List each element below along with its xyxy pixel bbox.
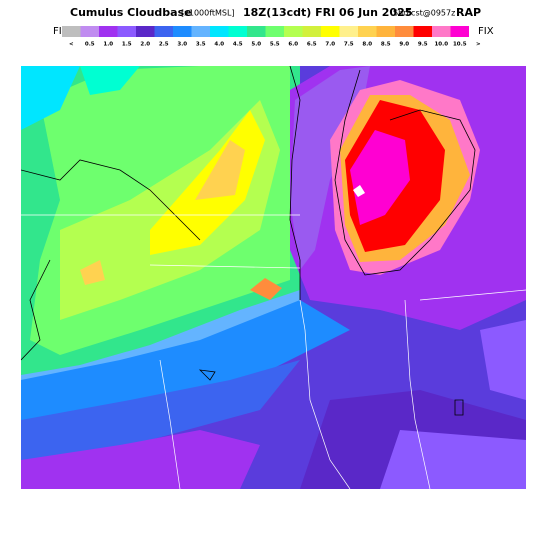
legend-swatch — [210, 26, 229, 37]
legend-label: 2.5 — [159, 42, 169, 48]
legend-label: 5.5 — [270, 42, 280, 48]
legend-label: 4.0 — [214, 42, 224, 48]
legend-label: 1.0 — [103, 42, 113, 48]
model: RAP — [456, 6, 481, 19]
legend-swatch — [228, 26, 247, 37]
legend-label: 9.5 — [418, 42, 428, 48]
map — [21, 66, 526, 489]
legend-swatch — [376, 26, 395, 37]
legend-label: < — [69, 42, 74, 48]
legend-swatch — [173, 26, 192, 37]
legend-swatch — [450, 26, 469, 37]
fix-left: FIX — [53, 26, 69, 37]
legend-label: 9.0 — [399, 42, 409, 48]
legend-swatch — [284, 26, 303, 37]
legend-label: > — [476, 42, 481, 48]
legend-label: 10.0 — [434, 42, 448, 48]
title: Cumulus Cloudbase — [70, 6, 192, 19]
legend-label: 1.5 — [122, 42, 132, 48]
legend-swatch — [358, 26, 377, 37]
legend-swatch — [339, 26, 358, 37]
legend-swatch — [191, 26, 210, 37]
legend-label: 7.0 — [325, 42, 335, 48]
legend-label: 7.5 — [344, 42, 354, 48]
legend-label: 0.5 — [85, 42, 95, 48]
legend-swatch — [395, 26, 414, 37]
units: [x1000ftMSL] — [181, 9, 235, 18]
fix-right: FIX — [478, 26, 494, 37]
valid-time: 18Z(13cdt) FRI 06 Jun 2025 — [243, 6, 412, 19]
legend-swatch — [302, 26, 321, 37]
legend-swatch — [80, 26, 99, 37]
legend-label: 5.0 — [251, 42, 261, 48]
legend-swatch — [432, 26, 451, 37]
legend-label: 2.0 — [140, 42, 150, 48]
legend-label: 8.5 — [381, 42, 391, 48]
legend-swatch — [247, 26, 266, 37]
legend-label: 8.0 — [362, 42, 372, 48]
legend-swatch — [413, 26, 432, 37]
legend-label: 6.5 — [307, 42, 317, 48]
legend-swatch — [99, 26, 118, 37]
source: ShrFcst@0957z — [393, 9, 455, 18]
legend-label: 3.0 — [177, 42, 187, 48]
color-legend: <0.5 1.0 1.5 2.0 2.5 3.0 3.5 4.0 4.5 5.0 5.5 6.0 6.5… — [62, 26, 481, 48]
legend-swatch — [62, 26, 81, 37]
legend-label: 3.5 — [196, 42, 206, 48]
legend-label: 10.5 — [453, 42, 467, 48]
legend-swatch — [154, 26, 173, 37]
legend-label: 4.5 — [233, 42, 243, 48]
legend-swatch — [265, 26, 284, 37]
legend-swatch — [117, 26, 136, 37]
legend-swatch — [321, 26, 340, 37]
legend-swatch — [136, 26, 155, 37]
legend-label: 6.0 — [288, 42, 298, 48]
